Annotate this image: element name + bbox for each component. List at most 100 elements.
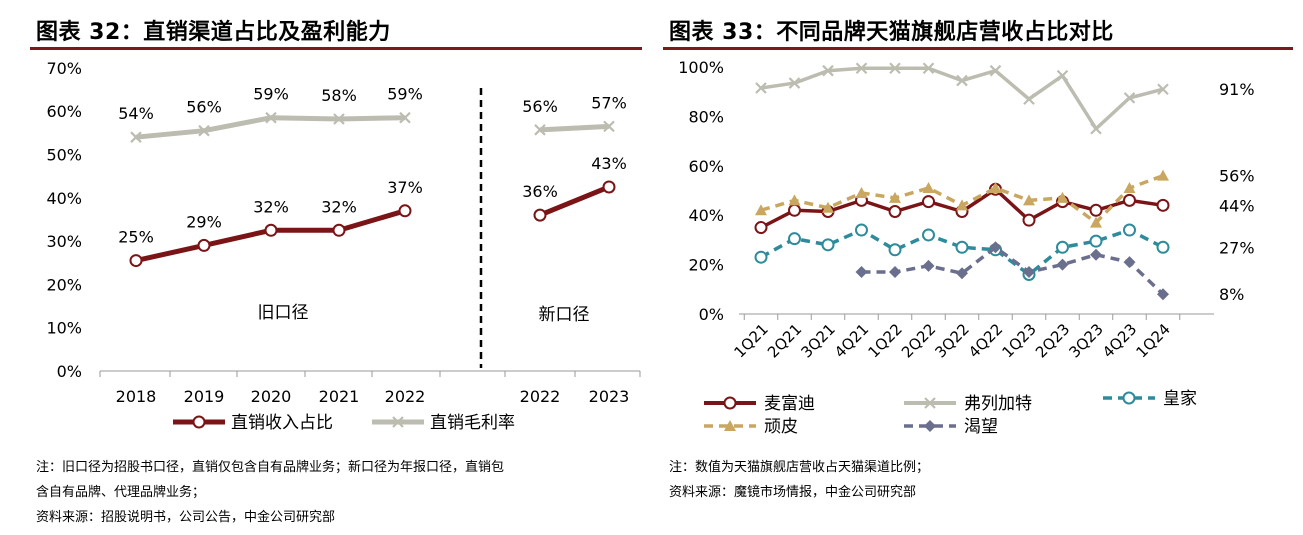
data-label: 58% <box>321 86 357 105</box>
x-tick-label: 2023 <box>589 387 630 406</box>
data-point <box>602 180 616 194</box>
chart-notes: 注：旧口径为招股书口径，直销仅包含自有品牌业务；新口径为年报口径，直销包 含自有… <box>36 455 646 530</box>
data-point <box>398 204 412 218</box>
legend-marker <box>724 420 736 431</box>
data-point <box>889 62 901 75</box>
x-tick-label: 2021 <box>319 387 360 406</box>
x-tick-label: 4Q21 <box>831 320 872 361</box>
data-label: 32% <box>253 197 289 216</box>
x-tick-label: 2020 <box>251 387 292 406</box>
note-line: 注：数值为天猫旗舰店营收占天猫渠道比例； <box>669 460 930 475</box>
title-divider <box>663 47 1293 50</box>
data-point <box>922 228 935 242</box>
tmall-share-chart: 0%20%40%60%80%100%1Q212Q213Q214Q211Q222Q… <box>678 58 1255 437</box>
data-point <box>922 182 935 194</box>
data-point <box>332 223 346 237</box>
x-tick-label: 2019 <box>184 387 225 406</box>
legend-label: 顽皮 <box>764 417 798 437</box>
legend-marker <box>924 397 936 409</box>
end-value-label: 44% <box>1219 196 1255 215</box>
data-point <box>888 204 902 218</box>
data-point <box>822 201 834 213</box>
data-label: 56% <box>522 97 558 116</box>
data-point <box>1090 216 1102 228</box>
data-label: 59% <box>253 85 289 104</box>
y-tick-label: 40% <box>688 206 724 225</box>
data-point <box>1056 191 1069 203</box>
title-divider <box>30 47 642 50</box>
y-tick-label: 20% <box>688 256 724 275</box>
data-point <box>1089 203 1103 217</box>
y-tick-label: 50% <box>46 146 82 165</box>
left-panel: 图表 32：直销渠道占比及盈利能力 0% 10% 20% 30% 40% 50% 60% 70… <box>0 0 651 535</box>
data-point <box>197 238 211 252</box>
series-line <box>861 245 1165 296</box>
end-value-label: 8% <box>1219 285 1244 304</box>
x-tick-label: 2018 <box>116 387 157 406</box>
data-point <box>822 64 834 77</box>
data-point <box>855 266 868 279</box>
data-point <box>788 232 801 246</box>
data-point <box>855 62 868 75</box>
note-line: 含自有品牌、代理品牌业务； <box>36 485 206 500</box>
y-tick-label: 40% <box>46 189 82 208</box>
legend-label: 皇家 <box>1163 389 1197 409</box>
data-point <box>198 124 210 137</box>
x-tick-label: 4Q23 <box>1099 320 1140 361</box>
source-line: 资料来源：魔镜市场情报，中金公司研究部 <box>669 485 917 500</box>
legend-label: 弗列加特 <box>964 394 1032 414</box>
source-line: 资料来源：招股说明书，公司公告，中金公司研究部 <box>36 510 336 525</box>
data-point <box>1157 169 1169 181</box>
y-tick-label: 60% <box>46 102 82 121</box>
legend-label: 渴望 <box>964 417 998 437</box>
y-tick-label: 20% <box>46 275 82 294</box>
data-label: 25% <box>118 228 154 247</box>
x-tick-label: 1Q21 <box>731 320 772 361</box>
legend-marker <box>723 396 737 410</box>
data-point <box>855 223 868 237</box>
data-point <box>333 113 345 125</box>
x-tick-label: 3Q23 <box>1066 320 1107 361</box>
data-point <box>956 267 968 280</box>
data-point <box>755 204 767 216</box>
data-point <box>130 131 142 143</box>
y-tick-label: 100% <box>678 58 724 77</box>
data-point <box>922 259 935 272</box>
data-point <box>989 241 1002 254</box>
series-line <box>135 115 406 140</box>
x-tick-label: 1Q23 <box>999 320 1040 361</box>
data-point <box>1023 194 1035 206</box>
y-tick-label: 10% <box>46 319 82 338</box>
data-point <box>1090 248 1102 261</box>
note-line: 注：旧口径为招股书口径，直销仅包含自有品牌业务；新口径为年报口径，直销包 <box>36 460 505 475</box>
data-point <box>534 124 546 136</box>
chart-title: 图表 33：不同品牌天猫旗舰店营收占比对比 <box>669 20 1114 45</box>
x-tick-label: 1Q24 <box>1133 320 1174 361</box>
end-value-label: 91% <box>1219 80 1255 99</box>
data-point <box>265 111 277 124</box>
data-point <box>788 194 801 206</box>
y-tick-label: 0% <box>699 305 724 324</box>
data-point <box>129 254 143 268</box>
data-point <box>264 223 278 237</box>
end-value-label: 27% <box>1219 238 1255 257</box>
data-point <box>922 195 935 209</box>
data-label: 43% <box>591 154 627 173</box>
legend-marker <box>1122 391 1136 405</box>
data-point <box>889 191 901 203</box>
x-tick-label: 2Q22 <box>898 320 939 361</box>
x-tick-label: 3Q22 <box>932 320 973 361</box>
data-label: 56% <box>186 98 222 117</box>
series-line <box>760 66 1164 131</box>
data-point <box>1157 288 1169 301</box>
y-tick-label: 80% <box>688 107 724 126</box>
series-line <box>539 184 610 218</box>
right-panel: 图表 33：不同品牌天猫旗舰店营收占比对比 0% 20% 40% 60% 80% 100%… <box>651 0 1303 535</box>
legend-marker <box>192 415 206 429</box>
data-point <box>889 266 901 279</box>
data-point <box>788 203 801 217</box>
y-tick-label: 30% <box>46 232 82 251</box>
data-point <box>1123 256 1136 269</box>
data-point <box>956 199 968 211</box>
x-tick-label: 2Q21 <box>764 320 805 361</box>
